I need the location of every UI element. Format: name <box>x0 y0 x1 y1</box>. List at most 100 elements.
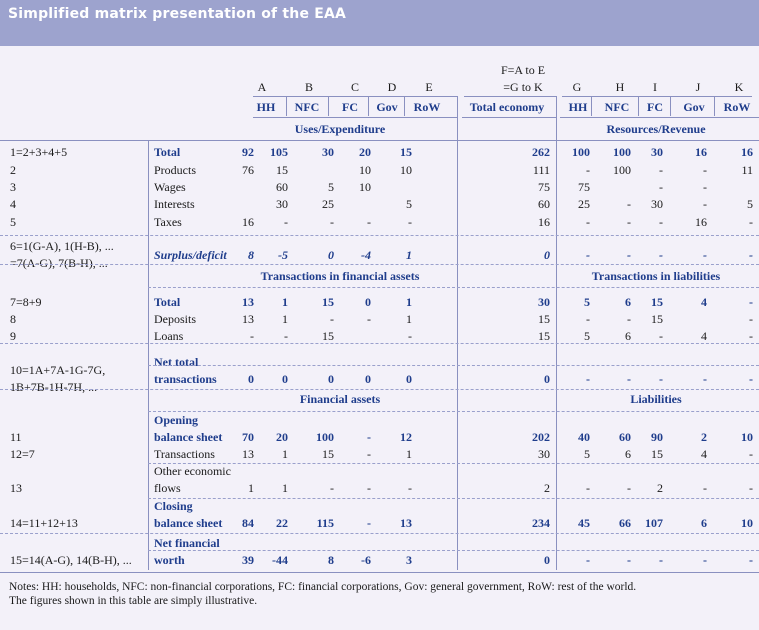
notes-line-1: Notes: HH: households, NFC: non-financia… <box>9 581 637 593</box>
cell-value: - <box>586 312 590 326</box>
column-letter: J <box>695 80 701 94</box>
sector-header: HH <box>256 100 276 114</box>
cell-value: -5 <box>278 248 288 262</box>
cell-value: - <box>586 481 590 495</box>
cell-value: - <box>627 312 631 326</box>
sector-header: Gov <box>376 100 398 114</box>
sector-header: RoW <box>723 100 751 114</box>
cell-value: 13 <box>400 516 412 530</box>
column-letter: B <box>304 80 313 94</box>
cell-value: 90 <box>651 430 663 444</box>
column-letter: D <box>387 80 397 94</box>
row-label: Total <box>154 145 181 159</box>
section-header-uses: Uses/Expenditure <box>294 122 386 136</box>
cell-value: 0 <box>406 372 412 386</box>
cell-value: - <box>659 248 663 262</box>
header-divider <box>404 96 405 116</box>
cell-value: 15 <box>400 145 412 159</box>
row-divider <box>462 117 556 118</box>
row-label: Surplus/deficit <box>154 248 227 262</box>
row-label: Net financial <box>154 536 220 550</box>
header-divider <box>638 96 639 116</box>
cell-value: 75 <box>578 180 590 194</box>
row-code: 7=8+9 <box>10 295 42 309</box>
total-economy-header: Total economy <box>469 100 545 114</box>
row-divider-dashed <box>0 235 759 236</box>
cell-value: 6 <box>625 447 631 461</box>
cell-value: - <box>627 197 631 211</box>
cell-value: 115 <box>316 516 334 530</box>
column-letter: A <box>257 80 267 94</box>
cell-value: 5 <box>584 447 590 461</box>
column-divider <box>457 96 458 570</box>
cell-value: 10 <box>359 180 371 194</box>
cell-value: - <box>330 312 334 326</box>
cell-value: 92 <box>242 145 254 159</box>
cell-value: - <box>703 197 707 211</box>
cell-value: 107 <box>645 516 663 530</box>
column-letter: C <box>350 80 359 94</box>
cell-value: 40 <box>578 430 590 444</box>
cell-value: - <box>749 312 753 326</box>
row-label: Taxes <box>154 215 182 229</box>
header-divider <box>286 96 287 116</box>
cell-value: -6 <box>361 553 371 567</box>
cell-value: - <box>659 215 663 229</box>
cell-value: 60 <box>619 430 631 444</box>
row-label: Total <box>154 295 181 309</box>
table-title: Simplified matrix presentation of the EA… <box>8 6 347 22</box>
row-label: balance sheet <box>154 430 223 444</box>
cell-value: 100 <box>572 145 590 159</box>
cell-value: - <box>749 329 753 343</box>
cell-value: - <box>749 295 753 309</box>
section-header-fin-assets-tx: Transactions in financial assets <box>260 269 420 283</box>
cell-value: - <box>703 248 707 262</box>
cell-value: 15 <box>651 295 663 309</box>
sector-header: HH <box>568 100 588 114</box>
cell-value: 76 <box>242 163 254 177</box>
row-label: transactions <box>154 372 217 386</box>
cell-value: 6 <box>701 516 707 530</box>
cell-total: 2 <box>544 481 550 495</box>
cell-value: - <box>703 553 707 567</box>
row-divider <box>253 96 457 97</box>
cell-value: 1 <box>406 312 412 326</box>
cell-value: 3 <box>406 553 412 567</box>
cell-value: 45 <box>578 516 590 530</box>
row-divider-dashed <box>0 533 759 534</box>
cell-value: 1 <box>282 312 288 326</box>
cell-value: - <box>250 329 254 343</box>
cell-value: 15 <box>651 447 663 461</box>
cell-value: 5 <box>584 329 590 343</box>
row-code: 10=1A+7A-1G-7G, <box>10 363 106 377</box>
cell-total: 30 <box>538 295 550 309</box>
cell-value: 39 <box>242 553 254 567</box>
header-divider <box>670 96 671 116</box>
sector-header: Gov <box>683 100 705 114</box>
cell-total: 0 <box>544 553 550 567</box>
column-letter: E <box>425 80 433 94</box>
cell-value: 10 <box>400 163 412 177</box>
cell-value: - <box>586 248 590 262</box>
cell-value: - <box>586 215 590 229</box>
cell-value: 5 <box>328 180 334 194</box>
cell-value: - <box>284 329 288 343</box>
header-divider <box>591 96 592 116</box>
row-label: Deposits <box>154 312 196 326</box>
cell-value: - <box>749 372 753 386</box>
cell-value: 15 <box>651 312 663 326</box>
cell-total: 15 <box>538 312 550 326</box>
cell-total: 60 <box>538 197 550 211</box>
cell-value: 30 <box>322 145 334 159</box>
row-divider-dashed <box>148 498 759 499</box>
cell-value: 30 <box>276 197 288 211</box>
cell-value: 30 <box>651 145 663 159</box>
cell-value: 66 <box>619 516 631 530</box>
row-code: 8 <box>10 312 16 326</box>
cell-value: - <box>627 248 631 262</box>
column-letter: G <box>572 80 582 94</box>
cell-value: - <box>703 180 707 194</box>
section-header-fin-assets: Financial assets <box>299 392 381 406</box>
row-code: 3 <box>10 180 16 194</box>
cell-value: - <box>749 215 753 229</box>
